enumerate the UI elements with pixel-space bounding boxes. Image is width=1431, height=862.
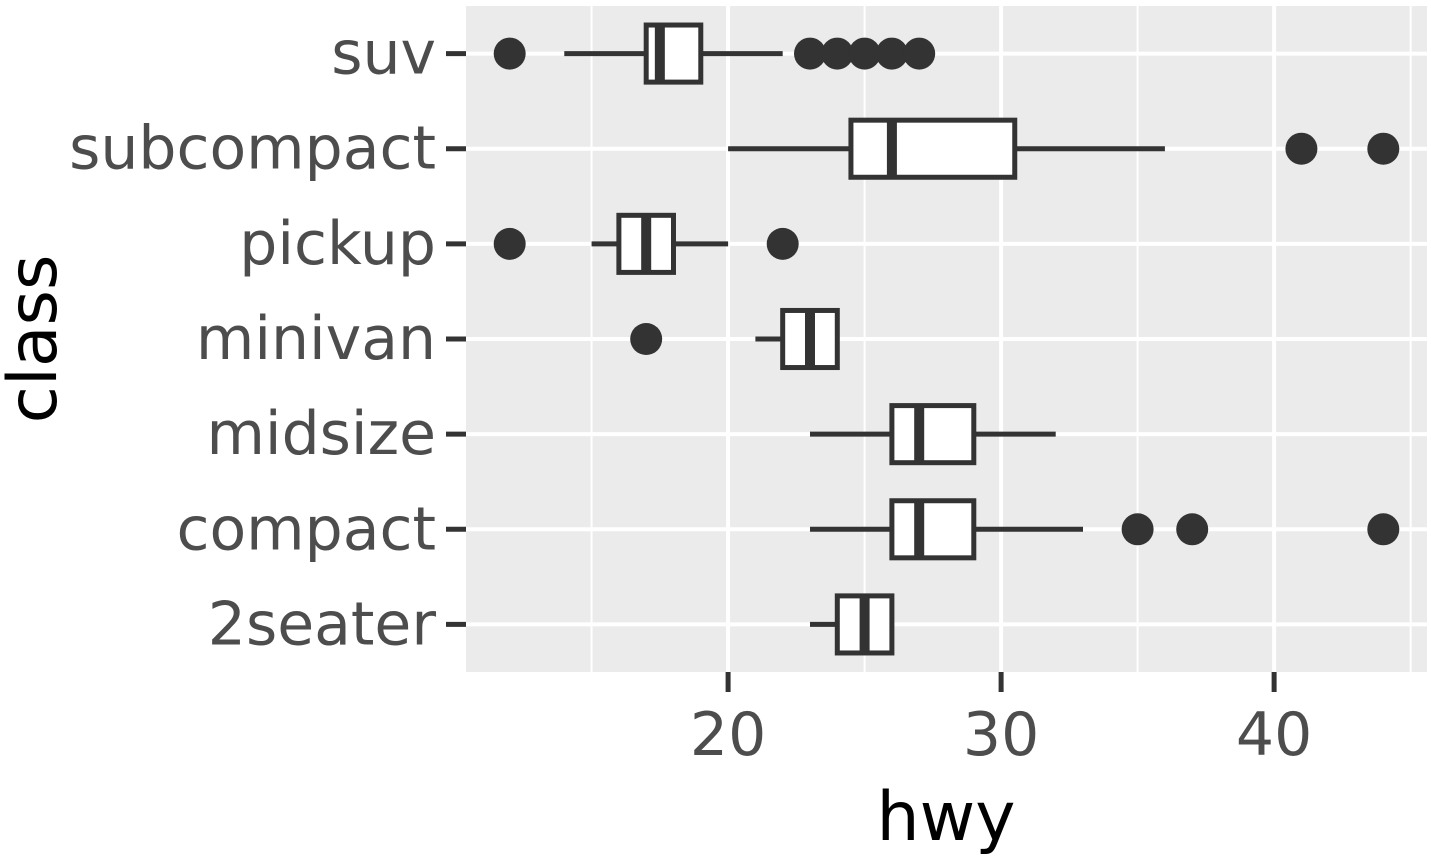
box-minivan [630, 307, 840, 371]
outlier-point [1285, 132, 1318, 165]
outlier-point [630, 323, 663, 355]
y-tick-label-pickup: pickup [239, 209, 436, 279]
outlier-point [493, 227, 526, 260]
outlier-point [1367, 132, 1400, 165]
box-iqr [848, 117, 1018, 180]
box-compact [809, 498, 1400, 561]
outlier-point [875, 37, 908, 70]
outlier-point [766, 227, 799, 260]
y-tick-label-subcompact: subcompact [69, 114, 436, 184]
box-iqr [889, 498, 977, 561]
y-axis-title: class [0, 255, 73, 424]
outlier-point [1121, 513, 1154, 546]
box-suv [493, 22, 936, 85]
box-subcompact [728, 117, 1400, 180]
x-tick-label-20: 20 [690, 700, 766, 770]
x-tick-label-30: 30 [963, 700, 1039, 770]
outlier-point [821, 37, 854, 70]
box-midsize [809, 403, 1056, 466]
y-tick-label-minivan: minivan [196, 304, 436, 374]
x-axis-title: hwy [877, 778, 1016, 857]
outlier-point [848, 37, 881, 70]
x-axis: 20 30 40 [690, 672, 1312, 770]
y-tick-label-midsize: midsize [206, 399, 436, 469]
box-2seater [809, 593, 895, 656]
outlier-point [1176, 513, 1209, 546]
box-iqr [889, 403, 977, 466]
outlier-point [1367, 513, 1400, 546]
y-tick-label-suv: suv [331, 19, 436, 89]
boxes [493, 22, 1400, 656]
outlier-point [793, 37, 826, 70]
outlier-point [493, 37, 526, 70]
y-tick-label-2seater: 2seater [208, 589, 437, 659]
outlier-point [903, 37, 936, 70]
box-pickup [493, 212, 799, 275]
y-tick-label-compact: compact [176, 494, 436, 564]
y-axis: 2seater compact midsize minivan pickup subcom… [69, 19, 466, 659]
box-iqr [643, 22, 704, 85]
x-tick-label-40: 40 [1236, 700, 1312, 770]
